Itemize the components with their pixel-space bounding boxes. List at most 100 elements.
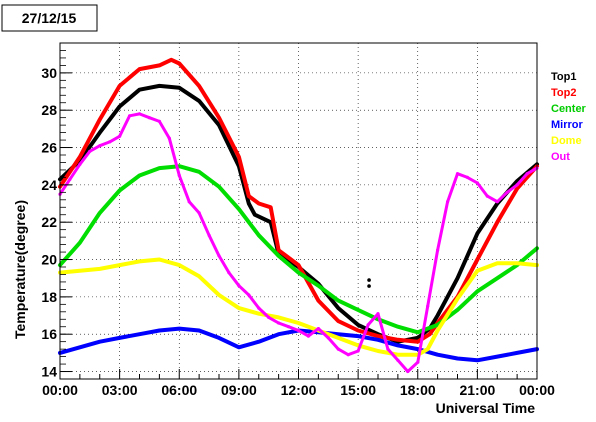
series-point-top2	[157, 63, 161, 67]
series-point-out	[525, 172, 529, 176]
series-point-out	[326, 336, 330, 340]
series-point-out	[455, 172, 460, 176]
legend-entry-top2: Top2	[551, 87, 576, 99]
series-point-dome	[336, 336, 340, 340]
series-point-top2	[118, 84, 122, 88]
series-point-center	[495, 276, 499, 280]
series-point-dome	[376, 349, 380, 353]
legend-entry-dome: Dome	[551, 135, 582, 147]
series-point-mirror	[336, 332, 340, 336]
series-point-out	[386, 347, 390, 351]
series-point-top1	[416, 336, 420, 340]
x-tick-label: 06:00	[161, 382, 197, 398]
series-point-dome	[296, 321, 301, 325]
series-point-top1	[217, 123, 221, 127]
series-point-out	[227, 271, 231, 275]
series-layer	[58, 57, 539, 374]
series-point-center	[336, 299, 340, 303]
y-tick-label: 24	[41, 177, 57, 193]
chart-title-box: 27/12/15	[1, 4, 98, 32]
series-point-top2	[316, 299, 320, 303]
y-tick-label: 14	[41, 364, 57, 380]
series-point-dome	[396, 353, 400, 357]
series-point-out	[416, 360, 420, 364]
series-point-top2	[269, 205, 273, 209]
series-point-dome	[455, 297, 460, 301]
series-point-top1	[197, 99, 201, 103]
series-point-out	[78, 162, 82, 166]
y-tick-label: 30	[41, 65, 57, 81]
series-point-out	[495, 200, 499, 204]
series-point-out	[366, 323, 370, 327]
series-point-mirror	[277, 332, 281, 336]
y-tick-label: 22	[41, 214, 57, 230]
series-line-top1	[58, 83, 539, 344]
series-point-top2	[296, 263, 301, 267]
series-point-out	[465, 175, 469, 179]
axes: 00:00 03:00 06:00 09:00 12:00 15:00 18:00 21:00…	[41, 50, 555, 398]
series-point-mirror	[515, 351, 519, 355]
series-point-out	[267, 315, 271, 319]
x-tick-label: 18:00	[400, 382, 436, 398]
series-point-dome	[515, 261, 519, 265]
outlier-point	[367, 278, 371, 282]
x-axis-title: Universal Time	[436, 400, 536, 416]
series-point-dome	[78, 269, 82, 273]
series-point-out	[207, 233, 211, 237]
series-point-dome	[98, 267, 102, 271]
series-point-top2	[428, 332, 432, 336]
x-tick-label: 09:00	[221, 382, 257, 398]
series-point-top1	[436, 313, 440, 318]
series-point-top2	[495, 220, 499, 224]
series-point-mirror	[237, 345, 241, 349]
outlier-point	[367, 284, 371, 288]
series-point-mirror	[356, 334, 360, 338]
series-point-out	[396, 358, 400, 362]
series-point-out	[306, 334, 310, 338]
series-point-out	[137, 112, 142, 116]
y-axis-title: Temperature(degree)	[12, 200, 28, 339]
series-point-mirror	[197, 328, 201, 333]
series-point-dome	[137, 259, 142, 263]
series-point-center	[157, 166, 161, 170]
series-point-out	[128, 114, 132, 118]
series-point-top1	[247, 201, 251, 206]
series-point-mirror	[137, 332, 142, 336]
series-point-out	[277, 321, 281, 325]
x-tick-label: 00:00	[519, 382, 555, 398]
legend: Top1 Top2 Center Mirror Dome Out	[551, 71, 587, 163]
series-point-top1	[356, 323, 360, 327]
series-point-top1	[455, 276, 460, 280]
series-point-top2	[356, 328, 360, 333]
series-point-dome	[237, 306, 241, 310]
series-point-center	[475, 289, 479, 293]
series-point-center	[356, 308, 360, 312]
y-tick-label: 18	[41, 289, 57, 305]
series-point-top2	[197, 84, 201, 88]
y-tick-label: 26	[41, 140, 57, 156]
series-point-top1	[118, 104, 122, 109]
series-point-center	[416, 330, 420, 334]
series-point-out	[157, 119, 161, 123]
series-point-mirror	[157, 328, 161, 333]
series-point-top1	[253, 213, 257, 217]
series-point-out	[257, 306, 261, 310]
series-point-mirror	[177, 327, 181, 331]
series-point-top1	[137, 88, 142, 92]
series-point-out	[515, 183, 519, 187]
series-point-center	[78, 241, 82, 245]
series-point-mirror	[495, 355, 499, 359]
series-point-out	[187, 200, 191, 204]
series-point-top2	[237, 155, 241, 159]
series-point-out	[147, 116, 151, 120]
series-point-out	[217, 254, 221, 258]
series-point-out	[316, 327, 320, 331]
series-point-top2	[98, 117, 102, 122]
series-point-top1	[336, 306, 340, 310]
series-point-mirror	[118, 336, 122, 340]
series-point-dome	[436, 328, 440, 333]
series-point-dome	[426, 347, 430, 351]
series-point-out	[485, 194, 489, 198]
series-point-dome	[217, 293, 221, 297]
series-point-top2	[396, 338, 400, 342]
